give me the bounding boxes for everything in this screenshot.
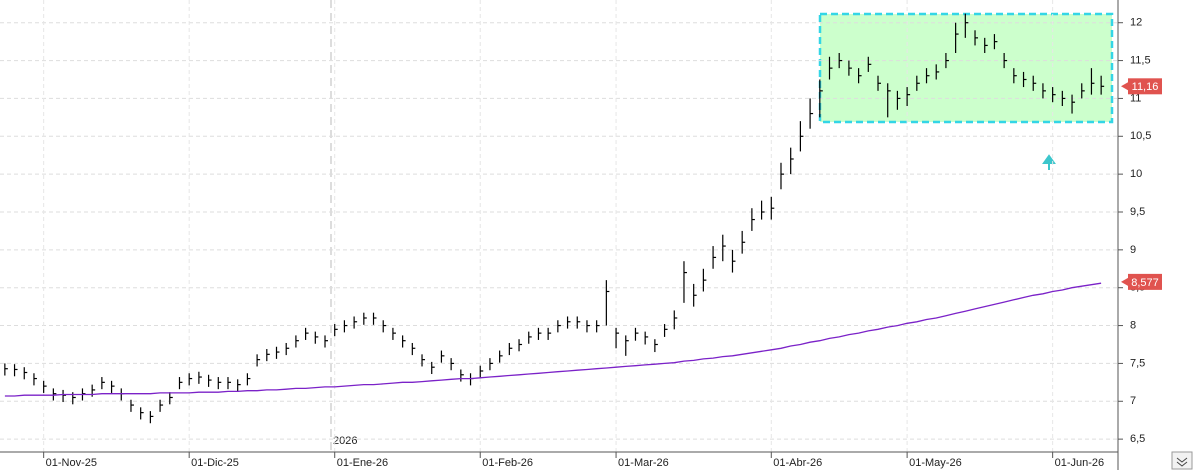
x-tick-label: 01-Feb-26 <box>482 457 533 469</box>
plot <box>0 0 1118 452</box>
y-tick-label: 8 <box>1130 319 1136 331</box>
price-flag-pointer <box>1121 82 1128 91</box>
x-tick-label: 01-May-26 <box>909 457 962 469</box>
y-tick-label: 6,5 <box>1130 433 1145 445</box>
x-tick-label: 01-Nov-25 <box>46 457 97 469</box>
y-tick-label: 7,5 <box>1130 357 1145 369</box>
x-tick-label: 01-Mar-26 <box>618 457 669 469</box>
x-tick-label: 01-Ene-26 <box>337 457 388 469</box>
x-tick-label: 01-Jun-26 <box>1055 457 1105 469</box>
y-tick-label: 7 <box>1130 395 1136 407</box>
y-tick-label: 9,5 <box>1130 206 1145 218</box>
x-tick-label: 01-Abr-26 <box>773 457 822 469</box>
price-flag <box>1128 273 1162 290</box>
x-tick-label: 01-Dic-25 <box>191 457 239 469</box>
highlight-box <box>818 12 1114 124</box>
price-flag-label: 11,16 <box>1132 81 1159 93</box>
y-tick-label: 10 <box>1130 168 1142 180</box>
year-label: 2026 <box>333 435 357 447</box>
price-flag-label: 8,577 <box>1131 277 1159 289</box>
scale-icon <box>1176 457 1188 467</box>
scale-button[interactable] <box>1171 451 1193 470</box>
y-tick-label: 10,5 <box>1130 130 1151 142</box>
up-arrow <box>1042 154 1056 170</box>
price-flag <box>1128 78 1162 95</box>
y-tick-label: 12 <box>1130 17 1142 29</box>
y-tick-label: 9 <box>1130 244 1136 256</box>
y-tick-label: 11,5 <box>1130 54 1151 66</box>
y-tick-label: 11 <box>1130 92 1141 104</box>
moving-average-line <box>4 282 1102 397</box>
price-flag-pointer <box>1121 277 1128 286</box>
